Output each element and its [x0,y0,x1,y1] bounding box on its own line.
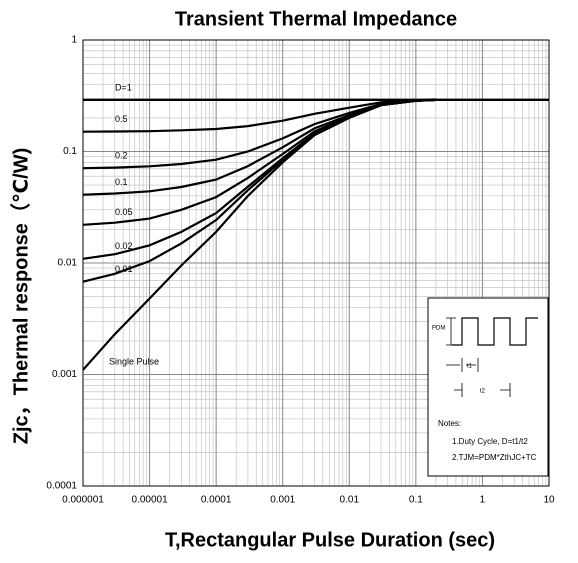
inset-text: t1 [467,364,473,370]
series-line [82,98,436,283]
x-tick-label: 0.001 [270,495,295,506]
inset-text: 1.Duty Cycle, D=t1/t2 [452,437,528,446]
y-axis-label: Zjc，Thermal response（℃/W) [9,148,32,445]
inset-text: PDM [432,326,445,332]
x-axis-label: T,Rectangular Pulse Duration (sec) [165,529,495,551]
y-tick-label: 0.01 [58,258,78,269]
inset-text: Notes: [438,419,461,428]
x-tick-label: 0.00001 [131,495,168,506]
chart-title: Transient Thermal Impedance [175,8,457,30]
inset: PDM t1 t2 Notes: 1.Duty Cycle, D=t1/t2 2.TJM=… [427,297,549,477]
x-tick-label: 0.0001 [201,495,232,506]
pdm-bracket [446,317,456,346]
y-tick-label: 1 [71,35,77,46]
time-arrows [446,358,511,397]
series-label: 0.02 [115,241,133,251]
x-tick-label: 10 [543,495,555,506]
inset-text: 2.TJM=PDM*ZthJC+TC [452,453,537,462]
pulse-wave [452,317,538,346]
x-tick-label: 1 [480,495,486,506]
series-line [82,98,436,371]
series-line [82,98,436,133]
plot-border [82,39,550,487]
x-tick-label: 0.000001 [62,495,104,506]
series-label: D=1 [115,82,132,92]
inset-text: t2 [480,389,486,395]
series-label: 0.01 [115,264,133,274]
y-tick-label: 0.1 [63,146,77,157]
y-tick-label: 0.001 [52,369,77,380]
series-line [82,98,436,170]
series-label: 0.05 [115,207,133,217]
series-label: 0.1 [115,177,128,187]
series-label: Single Pulse [109,356,159,366]
x-tick-label: 0.01 [340,495,360,506]
x-tick-label: 0.1 [409,495,423,506]
series-label: 0.2 [115,151,128,161]
inset-box [427,297,549,477]
series-label: 0.5 [115,114,128,124]
y-tick-label: 0.0001 [46,481,77,492]
